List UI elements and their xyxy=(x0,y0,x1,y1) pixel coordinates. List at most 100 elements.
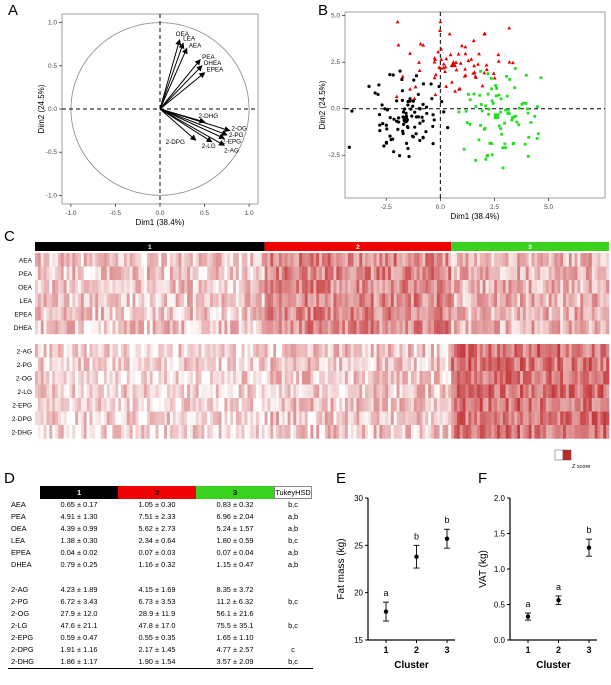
heatmap-cell xyxy=(132,266,136,281)
heatmap-cell xyxy=(167,425,171,439)
point-cluster-2 xyxy=(408,87,412,91)
heatmap-cell xyxy=(255,398,260,412)
heatmap-cell xyxy=(296,293,300,308)
point-cluster-2 xyxy=(457,87,461,91)
heatmap-cell xyxy=(60,344,64,358)
heatmap-cell xyxy=(502,398,506,412)
heatmap-cell xyxy=(247,344,251,358)
heatmap-cell xyxy=(534,344,538,358)
point-cluster-1 xyxy=(431,113,435,117)
heatmap-cell xyxy=(445,371,449,385)
x-tick-label: 2 xyxy=(556,645,561,655)
heatmap-cell xyxy=(385,307,389,321)
heatmap-cell xyxy=(327,398,331,412)
heatmap-cell xyxy=(270,398,274,412)
heatmap-cell xyxy=(57,293,62,308)
heatmap-cell xyxy=(379,280,383,294)
heatmap-cell xyxy=(296,280,300,294)
heatmap-cell xyxy=(413,307,418,321)
heatmap-cell xyxy=(60,320,64,335)
heatmap-cell xyxy=(195,384,199,399)
heatmap-cell xyxy=(43,411,47,426)
heatmap-cell xyxy=(462,411,466,426)
table-header-row: 1 2 3 TukeyHSD xyxy=(8,486,313,499)
heatmap-cell xyxy=(390,411,395,426)
heatmap-cell xyxy=(187,357,191,372)
heatmap-cell xyxy=(304,398,308,412)
heatmap-cell xyxy=(83,344,87,358)
heatmap-cell xyxy=(95,398,99,412)
heatmap-cell xyxy=(66,357,70,372)
heatmap-cell xyxy=(195,371,199,385)
heatmap-cell xyxy=(175,280,179,294)
y-tick-label: 0.0 xyxy=(331,106,340,113)
heatmap-cell xyxy=(210,357,214,372)
heatmap-cell xyxy=(126,344,131,358)
heatmap-cell xyxy=(63,253,67,267)
mean-point xyxy=(556,598,561,603)
heatmap-cell xyxy=(158,357,162,372)
heatmap-cell xyxy=(167,371,171,385)
heatmap-cell xyxy=(451,357,455,372)
heatmap-cell xyxy=(49,357,53,372)
heatmap-cell xyxy=(276,357,280,372)
heatmap-cell xyxy=(109,357,113,372)
heatmap-cell xyxy=(476,266,481,281)
heatmap-cell xyxy=(568,307,572,321)
heatmap-row-label-2-ag: 2-AG xyxy=(17,348,32,355)
heatmap-cell xyxy=(568,344,572,358)
point-cluster-3 xyxy=(486,72,490,76)
heatmap-cell xyxy=(353,384,357,399)
heatmap-cell xyxy=(126,320,131,335)
heatmap-cell xyxy=(327,384,331,399)
table-row: OEA 4.39 ± 0.99 5.62 ± 2.73 5.24 ± 1.57 a,b xyxy=(8,523,313,535)
mean-point xyxy=(525,614,531,619)
loading-label-aea: AEA xyxy=(189,43,202,50)
point-cluster-2 xyxy=(507,60,512,64)
point-cluster-2 xyxy=(491,71,496,75)
heatmap-cell xyxy=(276,384,280,399)
heatmap-cell xyxy=(169,371,174,385)
heatmap-cell xyxy=(580,307,584,321)
heatmap-cell xyxy=(267,266,271,281)
heatmap-cell xyxy=(146,425,151,439)
heatmap-cell xyxy=(95,357,99,372)
heatmap-cell xyxy=(83,411,87,426)
heatmap-cell xyxy=(164,253,168,267)
value-cluster-2: 0.07 ± 0.03 xyxy=(138,548,176,558)
heatmap-cell xyxy=(129,411,133,426)
heatmap-cell xyxy=(482,357,486,372)
heatmap-cell xyxy=(172,266,176,281)
heatmap-cell xyxy=(451,266,455,281)
heatmap-cell xyxy=(333,425,337,439)
point-cluster-3 xyxy=(526,111,530,115)
heatmap-cell xyxy=(230,398,234,412)
x-tick-label: 0.5 xyxy=(200,210,209,217)
point-cluster-1 xyxy=(406,125,410,130)
heatmap-cell xyxy=(396,357,400,372)
heatmap-cell xyxy=(422,357,426,372)
heatmap-cell xyxy=(336,384,340,399)
heatmap-cell xyxy=(155,293,159,308)
heatmap-cell xyxy=(560,293,564,308)
heatmap-cell xyxy=(522,425,527,439)
heatmap-cell xyxy=(250,344,254,358)
heatmap-cell xyxy=(319,371,323,385)
heatmap-cell xyxy=(198,266,202,281)
heatmap-cell xyxy=(497,371,501,385)
row-name: 2-AG xyxy=(11,584,29,594)
heatmap-cell xyxy=(132,384,136,399)
heatmap-cell xyxy=(161,398,165,412)
heatmap-cell xyxy=(520,266,524,281)
heatmap-cell xyxy=(80,307,85,321)
heatmap-cell xyxy=(548,253,552,267)
heatmap-cell xyxy=(184,293,188,308)
heatmap-cell xyxy=(379,307,383,321)
heatmap-cell xyxy=(520,411,524,426)
heatmap-cell xyxy=(172,398,176,412)
heatmap-cell xyxy=(210,280,214,294)
heatmap-cell xyxy=(121,371,125,385)
heatmap-cell xyxy=(55,280,59,294)
heatmap-cell xyxy=(436,344,440,358)
